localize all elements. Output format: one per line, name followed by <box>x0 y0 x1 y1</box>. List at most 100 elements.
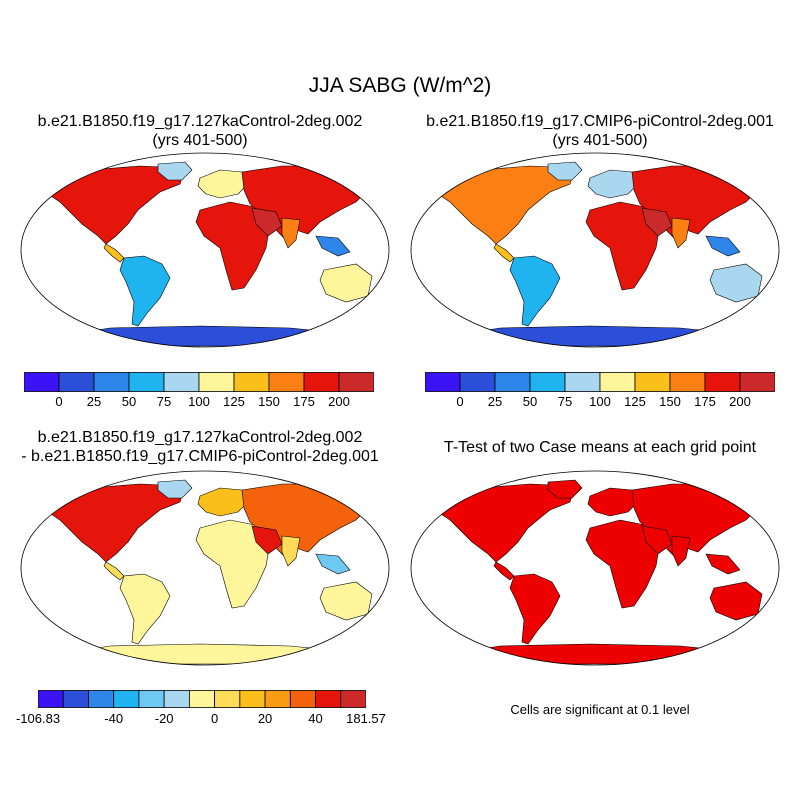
colorbar-swatch <box>233 372 270 392</box>
colorbar-tick-label: 0 <box>55 394 63 409</box>
map-frame <box>20 470 390 666</box>
colorbar-swatch <box>564 372 601 392</box>
continent-arabia <box>251 207 283 237</box>
panel4-map <box>410 470 780 666</box>
continent-central-america <box>103 243 125 263</box>
panel3-title-line1: b.e21.B1850.f19_g17.127kaControl-2deg.00… <box>37 429 363 446</box>
panel1-title-line2: (yrs 401-500) <box>152 132 248 149</box>
colorbar-panel2 <box>425 372 775 392</box>
panel3-map <box>20 470 390 666</box>
colorbar-swatch <box>704 372 741 392</box>
colorbar-tick-label: 181.57 <box>346 711 386 726</box>
colorbar-swatch <box>163 372 200 392</box>
continent-europe <box>587 487 639 517</box>
colorbar-tick-label: 125 <box>223 394 245 409</box>
colorbar-tick-label: 150 <box>659 394 681 409</box>
panel2-title-line1: b.e21.B1850.f19_g17.CMIP6-piControl-2deg… <box>426 113 774 130</box>
continent-south-america <box>119 573 171 645</box>
colorbar-panel3-ticks: -106.83 -40 -20 0 20 40 181.57 <box>16 711 386 729</box>
continent-greenland <box>547 479 583 499</box>
colorbar-tick-label: 0 <box>210 711 219 726</box>
colorbar-swatch <box>58 372 95 392</box>
colorbar-tick-label: 75 <box>557 394 573 409</box>
colorbar-swatch <box>188 690 216 708</box>
colorbar-swatch <box>163 690 190 708</box>
colorbar-swatch <box>529 372 566 392</box>
colorbar-tick-label: 100 <box>188 394 210 409</box>
colorbar-swatch <box>289 690 316 708</box>
continent-se-asia <box>315 553 351 575</box>
continent-greenland <box>547 161 583 181</box>
colorbar-swatch <box>669 372 706 392</box>
colorbar-swatch <box>599 372 636 392</box>
continent-australia <box>319 581 373 621</box>
colorbar-swatch <box>739 372 775 392</box>
continent-india <box>281 535 301 567</box>
continent-central-america <box>493 561 515 581</box>
colorbar-swatch <box>113 690 140 708</box>
colorbar-tick-label: 40 <box>308 711 323 726</box>
colorbar-swatch <box>264 690 291 708</box>
colorbar-swatch <box>88 690 115 708</box>
colorbar-tick-label: 25 <box>487 394 503 409</box>
colorbar-tick-label: 200 <box>328 394 350 409</box>
continent-central-america <box>103 561 125 581</box>
colorbar-swatch <box>198 372 235 392</box>
colorbar-swatch <box>62 690 89 708</box>
colorbar-tick-label: 20 <box>257 711 273 726</box>
colorbar-tick-label: 50 <box>121 394 137 409</box>
colorbar-swatch <box>340 690 366 708</box>
map-frame <box>20 152 390 348</box>
colorbar-panel2-ticks: 0 25 50 75 100 125 150 175 200 <box>425 394 775 412</box>
colorbar-tick-label: 50 <box>522 394 538 409</box>
continent-se-asia <box>315 235 351 257</box>
continent-arabia <box>641 525 673 555</box>
colorbar-swatch <box>93 372 130 392</box>
continent-se-asia <box>705 235 741 257</box>
colorbar-swatch <box>459 372 496 392</box>
panel2-title-line2: (yrs 401-500) <box>552 132 648 149</box>
colorbar-tick-label: -40 <box>104 711 124 726</box>
continent-south-america <box>119 255 171 327</box>
colorbar-tick-label: 75 <box>156 394 172 409</box>
continent-australia <box>319 263 373 303</box>
panel1-map <box>20 152 390 348</box>
colorbar-tick-label: 125 <box>624 394 646 409</box>
panel4-title: T-Test of two Case means at each grid po… <box>400 438 800 457</box>
colorbar-swatch <box>24 372 60 392</box>
colorbar-swatch <box>425 372 461 392</box>
colorbar-swatch <box>315 690 342 708</box>
colorbar-swatch <box>214 690 241 708</box>
colorbar-swatch <box>303 372 340 392</box>
figure-title: JJA SABG (W/m^2) <box>308 74 492 97</box>
colorbar-swatch <box>338 372 374 392</box>
continent-india <box>281 217 301 249</box>
colorbar-swatch <box>268 372 305 392</box>
colorbar-tick-label: 0 <box>456 394 464 409</box>
colorbar-tick-label: -20 <box>154 711 174 726</box>
panel1-title-line1: b.e21.B1850.f19_g17.127kaControl-2deg.00… <box>37 113 363 130</box>
colorbar-swatch <box>634 372 671 392</box>
colorbar-tick-label: 100 <box>589 394 611 409</box>
continent-greenland <box>157 479 193 499</box>
colorbar-panel3 <box>38 690 366 708</box>
colorbar-tick-label: 200 <box>729 394 751 409</box>
colorbar-panel1 <box>24 372 374 392</box>
continent-europe <box>587 169 639 199</box>
continent-europe <box>197 487 249 517</box>
panel3-title: b.e21.B1850.f19_g17.127kaControl-2deg.00… <box>0 428 400 466</box>
continent-central-america <box>493 243 515 263</box>
continent-india <box>671 535 691 567</box>
continent-australia <box>709 581 763 621</box>
continent-greenland <box>157 161 193 181</box>
panel4-title-line1: T-Test of two Case means at each grid po… <box>443 439 757 456</box>
continent-south-america <box>509 573 561 645</box>
colorbar-swatch <box>38 690 64 708</box>
map-frame <box>410 470 780 666</box>
panel2-map <box>410 152 780 348</box>
colorbar-tick-label: 175 <box>293 394 315 409</box>
panel3-title-line2: - b.e21.B1850.f19_g17.CMIP6-piControl-2d… <box>21 448 379 465</box>
colorbar-swatch <box>138 690 165 708</box>
panel1-title: b.e21.B1850.f19_g17.127kaControl-2deg.00… <box>0 112 400 150</box>
continent-europe <box>197 169 249 199</box>
